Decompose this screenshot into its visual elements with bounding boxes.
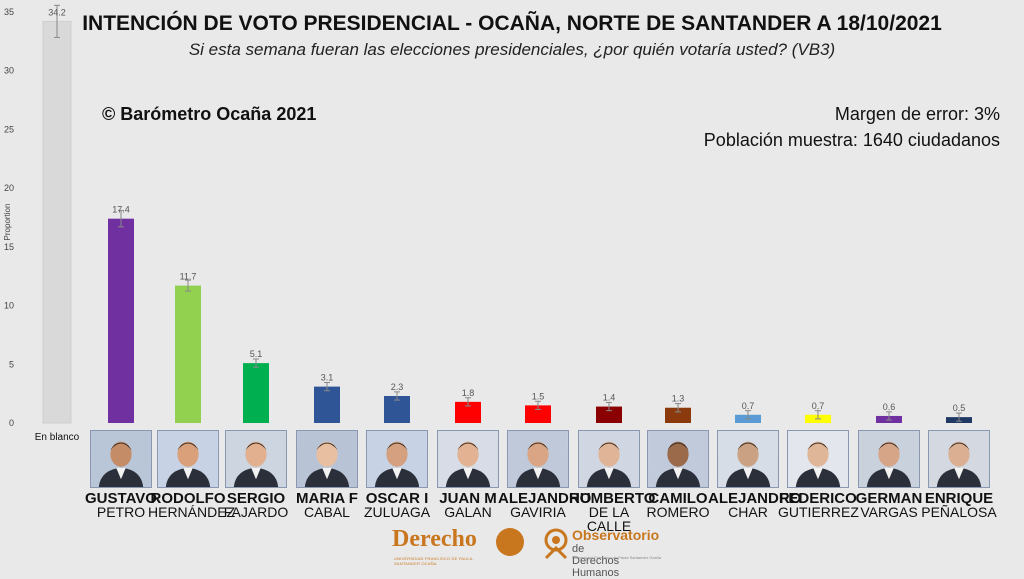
portrait-galan (437, 430, 499, 488)
candidate-first-name: SERGIO (226, 490, 286, 507)
candidate-first-name: ENRIQUE (924, 490, 994, 507)
derecho-logo: Derecho (392, 526, 477, 552)
sample-size: Población muestra: 1640 ciudadanos (703, 130, 1000, 150)
data-label: 1.5 (532, 391, 545, 401)
candidate-last-name: CABAL (304, 504, 350, 520)
observatorio-logo-subtitle: Universidad Francisco de Paula Santander… (572, 555, 661, 560)
candidate-last-name: HERNÁNDEZ (148, 504, 236, 520)
candidate-first-name: CAMILO (648, 490, 708, 507)
data-label: 1.4 (603, 393, 616, 403)
bar (243, 363, 269, 423)
data-label: 2.3 (391, 382, 404, 392)
portrait-icon (579, 431, 639, 487)
data-label: 0.7 (812, 401, 825, 411)
observatorio-eye-icon (544, 528, 568, 560)
portrait-icon (859, 431, 919, 487)
portrait-fajardo (225, 430, 287, 488)
y-axis-label: Proportion (3, 204, 12, 241)
data-label: 17.4 (112, 205, 130, 215)
candidate-last-name: ZULUAGA (363, 504, 431, 520)
portrait-petro (90, 430, 152, 488)
y-tick-label: 5 (9, 359, 14, 369)
candidate-last-name: VARGAS (860, 504, 918, 520)
category-label-blank: En blanco (35, 432, 80, 443)
candidate-first-name: ALEJANDRO (498, 490, 592, 507)
university-seal-icon (496, 528, 524, 556)
margin-of-error: Margen de error: 3% (834, 104, 1000, 124)
data-label: 1.8 (462, 388, 475, 398)
data-label: 5.1 (250, 349, 263, 359)
observatorio-logo-line2: de Derechos Humanos (572, 543, 620, 579)
bar (175, 285, 201, 423)
candidate-last-name: CHAR (728, 504, 768, 520)
candidate-first-name: FEDERICO (779, 490, 857, 507)
portrait-icon (367, 431, 427, 487)
data-label: 34.2 (48, 7, 66, 17)
portrait-cabal (296, 430, 358, 488)
portrait-icon (929, 431, 989, 487)
candidate-first-name: ALEJANDRO (708, 490, 802, 507)
bar (42, 20, 72, 424)
portrait-zuluaga (366, 430, 428, 488)
candidate-first-name: MARIA F (296, 490, 358, 507)
candidate-last-name: PEÑALOSA (921, 504, 997, 520)
candidate-last-name: GAVIRIA (510, 504, 566, 520)
portrait-gutierrez (787, 430, 849, 488)
portrait-icon (226, 431, 286, 487)
portrait-icon (438, 431, 498, 487)
candidate-last-name: DE LA CALLE (586, 504, 632, 534)
portrait-icon (297, 431, 357, 487)
portrait-icon (788, 431, 848, 487)
bar (455, 401, 481, 423)
portrait-vargas (858, 430, 920, 488)
portrait-icon (718, 431, 778, 487)
data-label: 1.3 (672, 394, 685, 404)
data-label: 3.1 (321, 373, 334, 383)
y-tick-label: 10 (4, 301, 14, 311)
bar (314, 386, 340, 423)
portrait-delacalle (578, 430, 640, 488)
data-label: 11.7 (180, 272, 197, 282)
portrait-romero (647, 430, 709, 488)
chart-subtitle: Si esta semana fueran las elecciones pre… (188, 40, 836, 59)
candidate-last-name: PETRO (96, 504, 146, 520)
candidate-last-name: FAJARDO (223, 504, 289, 520)
candidate-last-name: GALAN (444, 504, 492, 520)
data-label: 0.7 (742, 401, 755, 411)
portrait-icon (158, 431, 218, 487)
candidate-first-name: GUSTAVO (85, 490, 157, 507)
candidate-first-name: HUMBERTO (569, 490, 656, 507)
portrait-icon (648, 431, 708, 487)
portrait-char (717, 430, 779, 488)
candidate-last-name: GUTIERREZ (778, 504, 859, 520)
bar (108, 218, 134, 423)
bar (525, 405, 551, 423)
candidate-first-name: JUAN M (439, 490, 497, 507)
portrait-hernandez (157, 430, 219, 488)
portrait-icon (508, 431, 568, 487)
candidate-first-name: GERMAN (855, 490, 923, 507)
y-tick-label: 20 (4, 183, 14, 193)
derecho-logo-subtitle: UNIVERSIDAD FRANCISCO DE PAULA SANTANDER… (394, 556, 473, 566)
observatorio-logo-title: Observatorio (572, 527, 660, 543)
candidate-last-name: ROMERO (646, 504, 710, 520)
candidate-first-name: RODOLFO (150, 490, 226, 507)
data-label: 0.5 (953, 403, 966, 413)
y-tick-label: 30 (4, 66, 14, 76)
candidate-first-name: OSCAR I (365, 490, 429, 507)
portrait-icon (91, 431, 151, 487)
bar (596, 406, 622, 423)
portrait-penalosa (928, 430, 990, 488)
y-tick-label: 0 (9, 418, 14, 428)
data-label: 0.6 (883, 402, 896, 412)
y-tick-label: 25 (4, 124, 14, 134)
bar (665, 407, 691, 423)
copyright-text: © Barómetro Ocaña 2021 (102, 104, 317, 124)
chart-title: INTENCIÓN DE VOTO PRESIDENCIAL - OCAÑA, … (82, 12, 942, 35)
y-tick-label: 35 (4, 7, 14, 17)
y-tick-label: 15 (4, 242, 14, 252)
portrait-gaviria (507, 430, 569, 488)
